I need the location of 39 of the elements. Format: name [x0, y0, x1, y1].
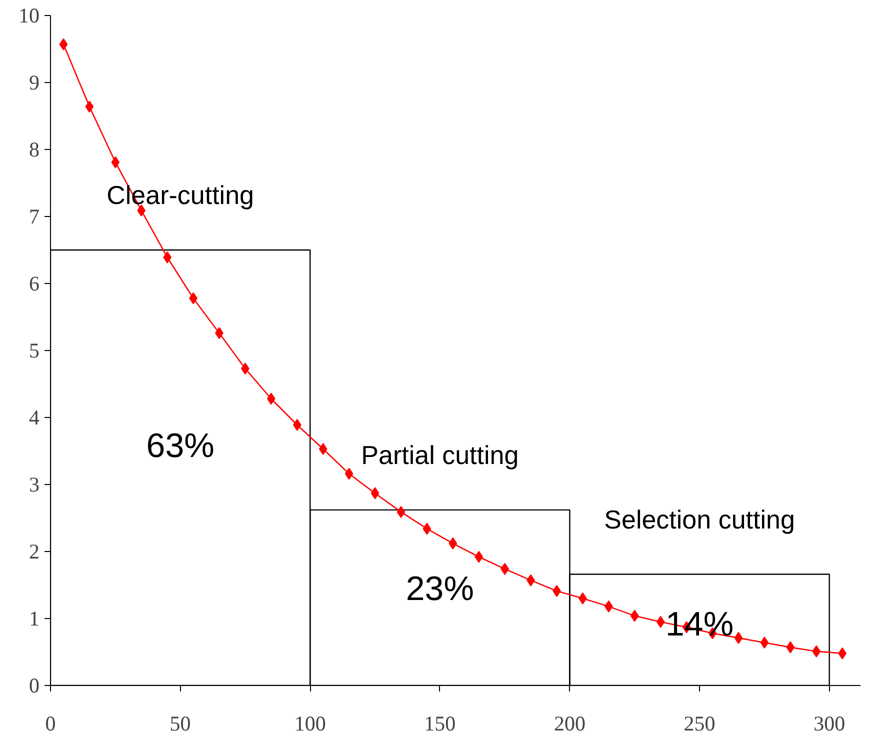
annotation: 63% [146, 426, 214, 465]
point [656, 616, 665, 628]
annotation: 23% [406, 570, 474, 608]
point [370, 487, 380, 500]
point [396, 506, 406, 518]
annotation: Partial cutting [361, 440, 519, 470]
x-tick-label: 300 [814, 712, 846, 736]
y-tick-label: 4 [29, 406, 40, 430]
point [85, 100, 94, 113]
y-tick-label: 3 [29, 472, 40, 496]
point [734, 632, 743, 644]
y-tick-label: 6 [29, 272, 40, 296]
y-tick-label: 5 [29, 338, 40, 362]
point [111, 156, 120, 168]
y-tick-label: 0 [29, 674, 40, 698]
point [344, 468, 354, 480]
point [448, 537, 458, 550]
x-tick-label: 150 [424, 712, 456, 736]
point [630, 610, 639, 622]
y-tick-label: 10 [18, 4, 40, 28]
x-tick-label: 200 [554, 712, 586, 736]
y-tick-label: 2 [29, 540, 40, 564]
point [786, 641, 795, 654]
x-tick-label: 50 [170, 712, 191, 736]
point [760, 636, 769, 649]
annotation: Selection cutting [604, 504, 795, 534]
point [474, 550, 484, 563]
x-tick-label: 0 [45, 712, 56, 736]
y-tick-label: 1 [29, 606, 40, 630]
point [292, 418, 302, 431]
y-tick-label: 8 [29, 138, 40, 162]
x-tick-label: 250 [684, 712, 716, 736]
y-tick-label: 9 [29, 70, 40, 94]
x-tick-label: 100 [294, 712, 326, 736]
point [422, 522, 432, 535]
point [318, 442, 328, 455]
point [812, 645, 821, 658]
point [59, 38, 68, 50]
y-tick-label: 7 [29, 204, 40, 228]
